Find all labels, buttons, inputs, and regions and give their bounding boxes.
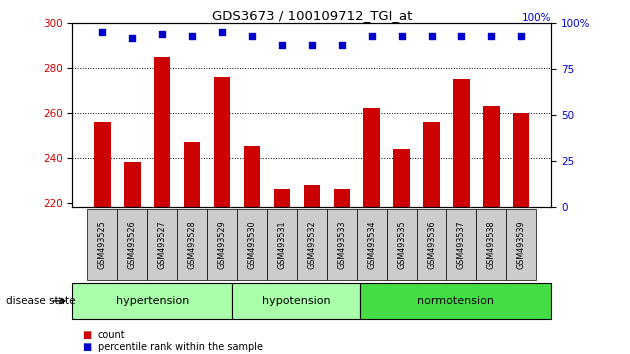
Bar <box>94 122 111 207</box>
Bar <box>232 283 360 319</box>
Bar <box>387 209 416 280</box>
Point <box>247 33 257 39</box>
Bar <box>513 113 529 207</box>
Text: GSM493529: GSM493529 <box>217 220 227 269</box>
Text: GSM493530: GSM493530 <box>248 220 256 269</box>
Text: hypotension: hypotension <box>261 296 330 306</box>
Bar <box>297 209 327 280</box>
Point <box>277 42 287 48</box>
Bar <box>453 79 469 207</box>
Bar <box>117 209 147 280</box>
Text: GSM493528: GSM493528 <box>188 220 197 269</box>
Bar <box>273 189 290 207</box>
Bar <box>364 108 380 207</box>
Bar <box>333 189 350 207</box>
Point <box>98 29 108 35</box>
Text: GDS3673 / 100109712_TGI_at: GDS3673 / 100109712_TGI_at <box>212 9 412 22</box>
Text: hypertension: hypertension <box>115 296 189 306</box>
Point <box>217 29 227 35</box>
Text: GSM493539: GSM493539 <box>517 220 526 269</box>
Bar <box>237 209 267 280</box>
Text: GSM493535: GSM493535 <box>397 220 406 269</box>
Bar <box>357 209 387 280</box>
Bar <box>476 209 507 280</box>
Text: GSM493527: GSM493527 <box>158 220 167 269</box>
Text: GSM493532: GSM493532 <box>307 220 316 269</box>
Text: ■: ■ <box>82 330 91 339</box>
Text: GSM493526: GSM493526 <box>128 220 137 269</box>
Text: GSM493533: GSM493533 <box>337 220 346 269</box>
Text: disease state: disease state <box>6 296 76 306</box>
Point <box>158 31 168 37</box>
Bar <box>447 209 476 280</box>
Bar <box>483 106 500 207</box>
Point <box>127 35 137 41</box>
Bar <box>124 162 140 207</box>
Point <box>516 33 526 39</box>
Text: GSM493534: GSM493534 <box>367 220 376 269</box>
Bar <box>184 142 200 207</box>
Text: count: count <box>98 330 125 339</box>
Bar <box>214 77 231 207</box>
Bar <box>304 185 320 207</box>
Text: GSM493531: GSM493531 <box>277 220 287 269</box>
Text: GSM493538: GSM493538 <box>487 220 496 269</box>
Point <box>336 42 346 48</box>
Text: GSM493536: GSM493536 <box>427 220 436 269</box>
Point <box>187 33 197 39</box>
Bar <box>416 209 447 280</box>
Text: GSM493525: GSM493525 <box>98 220 107 269</box>
Bar <box>393 149 410 207</box>
Text: 100%: 100% <box>522 13 551 23</box>
Text: percentile rank within the sample: percentile rank within the sample <box>98 342 263 352</box>
Bar <box>147 209 177 280</box>
Bar <box>360 283 551 319</box>
Bar <box>327 209 357 280</box>
Bar <box>154 57 171 207</box>
Bar <box>72 283 232 319</box>
Text: GSM493537: GSM493537 <box>457 220 466 269</box>
Bar <box>267 209 297 280</box>
Point <box>456 33 466 39</box>
Text: normotension: normotension <box>417 296 494 306</box>
Bar <box>507 209 536 280</box>
Text: ■: ■ <box>82 342 91 352</box>
Point <box>396 33 406 39</box>
Point <box>486 33 496 39</box>
Bar <box>177 209 207 280</box>
Bar <box>207 209 237 280</box>
Point <box>367 33 377 39</box>
Bar <box>88 209 117 280</box>
Bar <box>244 147 260 207</box>
Point <box>427 33 437 39</box>
Point <box>307 42 317 48</box>
Bar <box>423 122 440 207</box>
